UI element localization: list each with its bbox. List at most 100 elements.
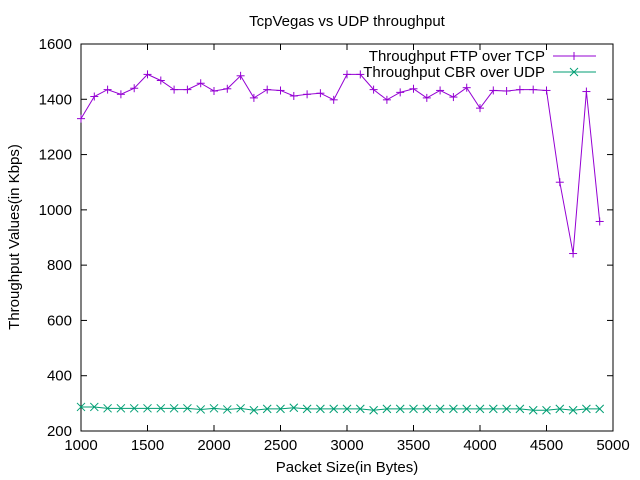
data-point [316,89,325,98]
series-layer [76,70,605,415]
x-axis-label: Packet Size(in Bytes) [276,459,419,476]
data-point [555,178,564,187]
y-tick-label: 400 [47,368,72,385]
data-point [303,90,312,99]
data-point [569,249,578,258]
data-point [103,85,112,94]
data-point [542,86,551,95]
data-point [276,404,285,414]
data-point [76,402,86,412]
data-point [356,70,365,79]
data-point [316,404,325,414]
data-point [582,87,591,96]
data-point [156,76,165,85]
data-point [236,71,245,80]
x-tick-label: 2000 [197,437,230,454]
data-point [488,404,498,414]
data-point [435,404,445,414]
data-point [77,114,85,123]
data-point [422,93,431,102]
data-point [262,404,272,414]
plot-frame [80,43,614,432]
y-tick-label: 1600 [39,36,72,53]
data-point [369,85,378,94]
data-point [130,84,139,93]
data-point [196,405,206,414]
x-tick-label: 1000 [64,437,97,454]
data-point [476,104,484,113]
data-point [436,86,445,95]
axis-ticks: 1000 1500 2000 2500 3000 3500 4000 4500 5000 200 4… [39,36,630,454]
legend-label: Throughput CBR over UDP [363,64,545,81]
data-point [143,70,152,79]
data-point [515,404,525,414]
data-point [449,93,458,102]
data-point [396,88,405,97]
data-point [223,84,232,93]
data-point [116,403,126,413]
data-point [183,403,192,413]
x-tick-label: 4000 [463,437,496,454]
data-point [462,404,472,414]
data-point [462,83,471,92]
chart-title: TcpVegas vs UDP throughput [249,13,446,30]
data-point [342,404,352,414]
data-point [116,90,125,99]
x-tick-label: 4500 [530,437,563,454]
data-point [183,85,192,94]
data-point [529,85,538,94]
y-tick-label: 800 [47,257,72,274]
legend-marker [570,52,578,60]
data-point [329,404,339,414]
data-point [89,402,99,412]
data-point [555,404,565,414]
data-point [542,405,551,415]
y-tick-label: 200 [47,423,72,440]
data-point [355,404,365,414]
x-tick-label: 5000 [596,437,629,454]
data-point [449,404,458,414]
data-point [582,404,591,414]
data-point [528,405,538,415]
data-point [90,92,99,101]
data-point [263,85,272,94]
legend-label: Throughput FTP over TCP [369,48,545,65]
data-point [329,95,338,104]
data-point [409,404,418,414]
data-point [568,405,578,415]
data-point [156,403,166,413]
y-tick-label: 600 [47,312,72,329]
x-tick-label: 3000 [330,437,363,454]
x-tick-label: 3500 [397,437,430,454]
data-point [595,404,605,414]
data-point [422,404,432,414]
data-point [129,403,139,413]
data-point [236,403,245,413]
y-axis-label: Throughput Values(in Kbps) [6,144,23,330]
legend-marker [569,67,579,77]
data-point [395,404,405,414]
data-point [475,404,485,414]
data-point [143,403,152,413]
data-point [489,86,498,95]
series-line-1 [80,73,601,254]
data-point [276,86,285,95]
data-point [169,403,179,413]
x-tick-label: 1500 [131,437,164,454]
data-point [369,405,378,415]
data-point [210,86,218,95]
data-point [249,93,258,102]
data-point [595,217,604,226]
data-point [343,70,351,79]
data-point [222,405,232,414]
data-point [502,86,511,95]
data-point [409,84,418,93]
data-point [103,403,112,413]
data-point [289,91,298,100]
data-point [302,404,312,414]
data-point [502,404,511,414]
data-point [196,79,205,88]
data-point [209,403,219,413]
series-line-2 [81,406,600,411]
